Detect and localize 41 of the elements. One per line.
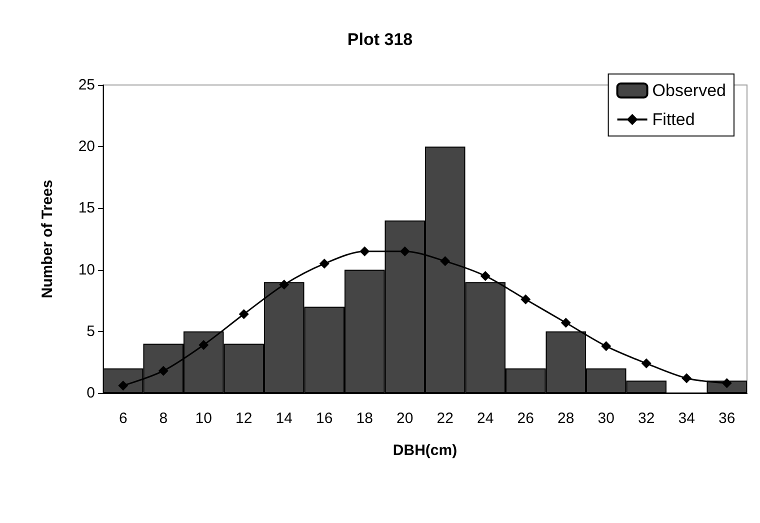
x-tick-label: 18	[356, 410, 373, 427]
x-tick-label: 34	[678, 410, 695, 427]
x-tick-label: 16	[316, 410, 333, 427]
point	[238, 309, 249, 320]
y-tick-label: 0	[86, 384, 95, 402]
x-axis-title: DBH(cm)	[392, 442, 458, 459]
point	[641, 358, 652, 368]
x-tick-label: 8	[159, 410, 168, 427]
x-tick-label: 14	[276, 410, 292, 427]
y-tick-label: 20	[78, 138, 95, 156]
legend-label: Observed	[652, 81, 726, 100]
point	[520, 294, 531, 304]
x-tick-label: 28	[558, 410, 574, 427]
point	[400, 246, 410, 256]
x-tick-label: 10	[195, 410, 212, 427]
point	[682, 373, 692, 384]
point	[440, 256, 450, 266]
x-tick-label: 22	[436, 410, 454, 427]
point	[158, 366, 168, 376]
point	[198, 340, 209, 350]
point	[480, 270, 490, 281]
x-tick-label: 30	[598, 410, 614, 427]
x-tick-label: 12	[236, 410, 252, 427]
x-tick-label: 20	[396, 410, 414, 427]
x-tick-label: 32	[638, 410, 655, 427]
point	[360, 246, 370, 256]
x-tick-label: 36	[718, 410, 736, 427]
x-tick-label: 6	[118, 410, 128, 427]
y-tick-label: 15	[78, 200, 95, 217]
point	[279, 280, 290, 290]
point	[560, 318, 571, 328]
y-axis-title: Number of Trees	[39, 180, 56, 298]
y-tick-label: 25	[78, 76, 95, 94]
legend-label: Fitted	[652, 110, 695, 129]
point	[601, 341, 612, 352]
x-tick-label: 24	[477, 410, 494, 427]
x-tick-label: 26	[517, 410, 534, 427]
y-tick-label: 5	[86, 322, 95, 340]
point	[319, 258, 330, 269]
chart-title: Plot 318	[347, 30, 413, 49]
y-tick-label: 10	[78, 261, 95, 278]
